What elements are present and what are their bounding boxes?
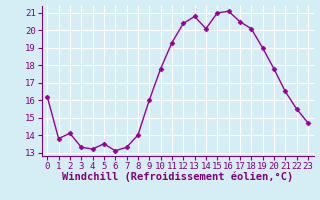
X-axis label: Windchill (Refroidissement éolien,°C): Windchill (Refroidissement éolien,°C): [62, 172, 293, 182]
